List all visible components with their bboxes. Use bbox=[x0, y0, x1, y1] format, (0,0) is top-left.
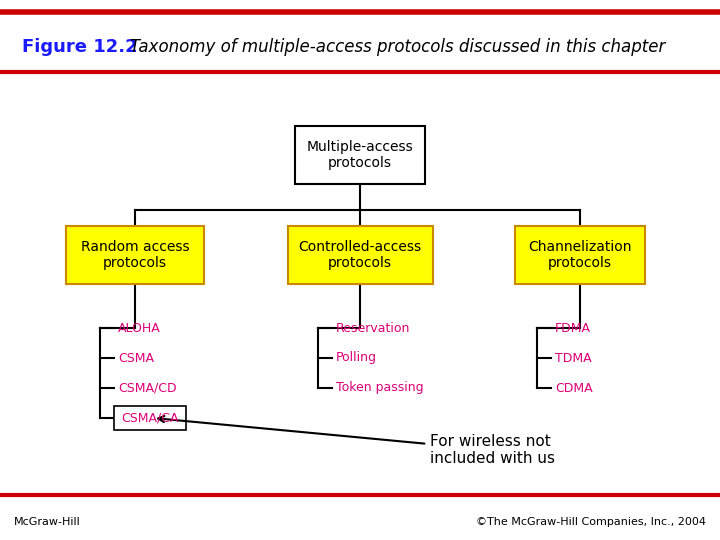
Text: Controlled-access
protocols: Controlled-access protocols bbox=[298, 240, 422, 270]
Text: Taxonomy of multiple-access protocols discussed in this chapter: Taxonomy of multiple-access protocols di… bbox=[130, 38, 665, 56]
Text: McGraw-Hill: McGraw-Hill bbox=[14, 517, 81, 527]
FancyBboxPatch shape bbox=[114, 406, 186, 430]
Text: ©The McGraw-Hill Companies, Inc., 2004: ©The McGraw-Hill Companies, Inc., 2004 bbox=[476, 517, 706, 527]
Text: ALOHA: ALOHA bbox=[118, 321, 161, 334]
Text: CSMA/CD: CSMA/CD bbox=[118, 381, 176, 395]
Text: Channelization
protocols: Channelization protocols bbox=[528, 240, 631, 270]
Text: CDMA: CDMA bbox=[555, 381, 593, 395]
FancyBboxPatch shape bbox=[66, 226, 204, 284]
Text: TDMA: TDMA bbox=[555, 352, 592, 365]
Text: For wireless not
included with us: For wireless not included with us bbox=[158, 416, 555, 466]
FancyBboxPatch shape bbox=[295, 126, 425, 184]
Text: Polling: Polling bbox=[336, 352, 377, 365]
FancyBboxPatch shape bbox=[287, 226, 433, 284]
FancyBboxPatch shape bbox=[515, 226, 645, 284]
Text: FDMA: FDMA bbox=[555, 321, 591, 334]
Text: Random access
protocols: Random access protocols bbox=[81, 240, 189, 270]
Text: CSMA: CSMA bbox=[118, 352, 154, 365]
Text: Figure 12.2: Figure 12.2 bbox=[22, 38, 138, 56]
Text: Reservation: Reservation bbox=[336, 321, 410, 334]
Text: CSMA/CA: CSMA/CA bbox=[121, 411, 179, 424]
Text: Token passing: Token passing bbox=[336, 381, 423, 395]
Text: Multiple-access
protocols: Multiple-access protocols bbox=[307, 140, 413, 170]
